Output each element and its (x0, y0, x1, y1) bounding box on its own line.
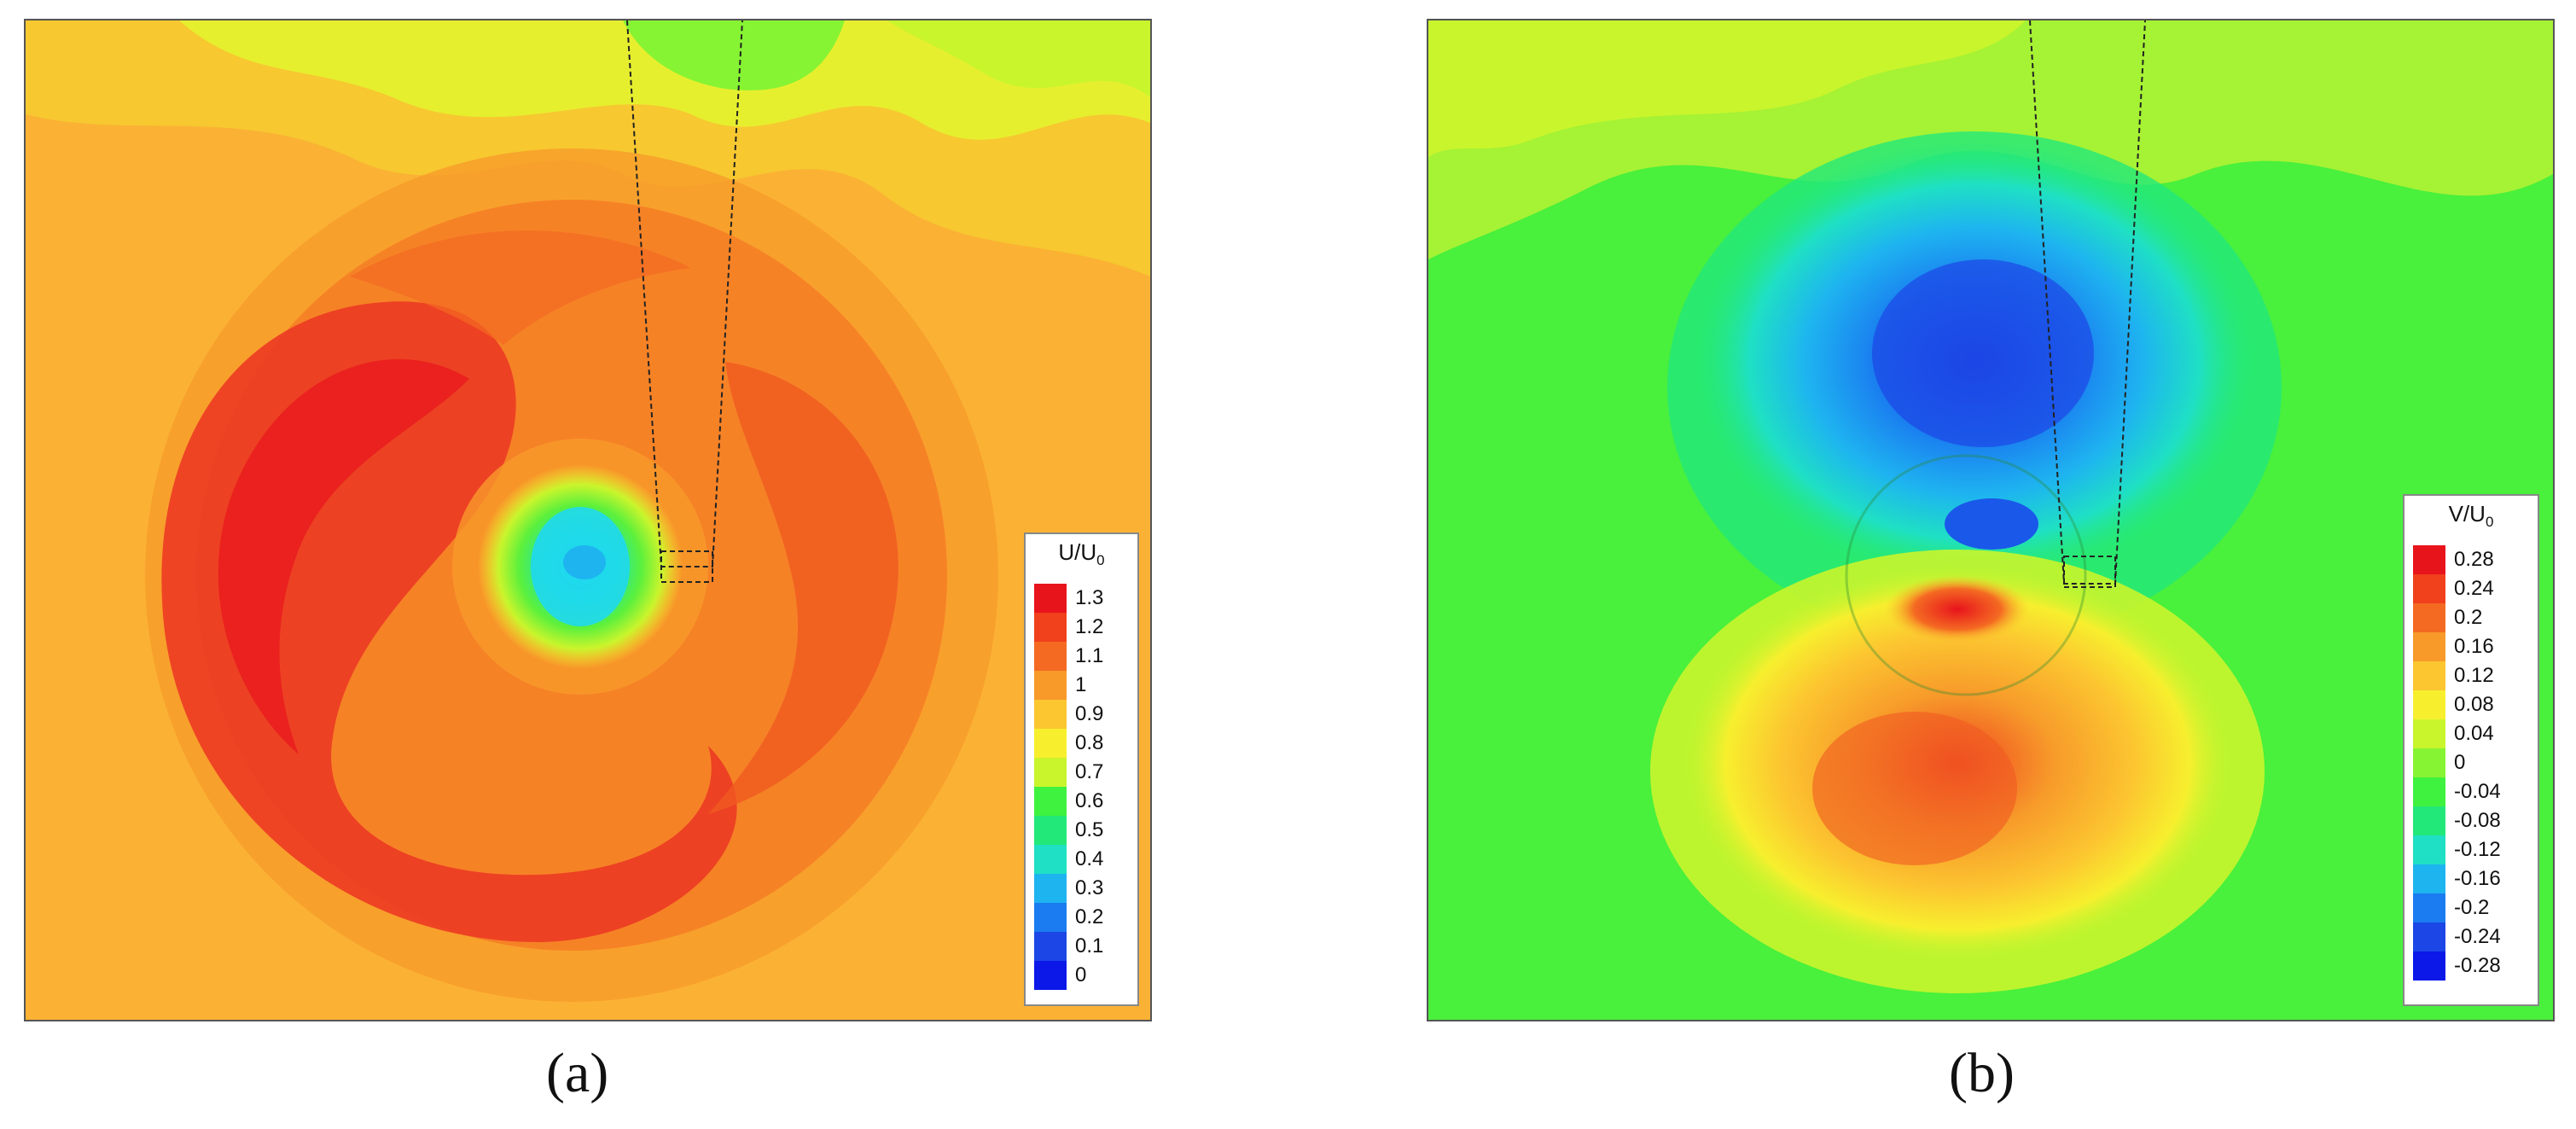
upper-band-lime (1428, 20, 2026, 157)
colorbar-tick-label: 0.7 (1075, 760, 1104, 783)
colorbar-tick-label: -0.08 (2454, 809, 2501, 832)
colorbar-tick-label: 1.1 (1075, 644, 1104, 667)
panel-b-caption: (b) (1949, 1042, 2015, 1104)
colorbar-tick-label: -0.2 (2454, 896, 2490, 919)
tower-outline (626, 20, 743, 567)
u-velocity-field (26, 20, 1150, 1020)
colorbar-tick-label: -0.12 (2454, 838, 2501, 861)
colorbar-tick-label: 0.08 (2454, 693, 2494, 716)
colorbar-title-subscript: 0 (1096, 552, 1105, 569)
colorbar-tick-label: 0.2 (2454, 606, 2483, 629)
colorbar-legend-u: U/U0 1.3 1.2 1.1 1 0.9 0.8 0.7 0.6 0.5 0.4 0.3 0.2 0… (1024, 532, 1139, 1006)
colorbar-tick-label: 1.3 (1075, 586, 1104, 609)
colorbar-legend-v: V/U0 0.28 0.24 0.2 0.16 0.12 0.08 0.04 0 -0.04 -0… (2403, 494, 2539, 1006)
colorbar-segment (1034, 613, 1067, 642)
contour-plot-v-velocity: V/U0 0.28 0.24 0.2 0.16 0.12 0.08 0.04 0 -0.04 -0… (1427, 19, 2555, 1021)
colorbar-v (2413, 545, 2445, 981)
high-velocity-core-left (218, 358, 469, 754)
colorbar-tick-label: 0.12 (2454, 664, 2494, 687)
colorbar-segment (2413, 603, 2445, 632)
colorbar-tick-label: 0.3 (1075, 876, 1104, 899)
hub-negative-spot (1945, 498, 2038, 550)
colorbar-segment (1034, 642, 1067, 671)
colorbar-tick-label: 0.04 (2454, 722, 2494, 745)
hub-ring (1845, 454, 2087, 696)
colorbar-segment (1034, 932, 1067, 961)
colorbar-segment (2413, 632, 2445, 661)
colorbar-segment (1034, 729, 1067, 758)
colorbar-tick-label: 0.8 (1075, 731, 1104, 754)
colorbar-segment (2413, 748, 2445, 777)
colorbar-tick-label: 0.1 (1075, 934, 1104, 957)
colorbar-segment (2413, 952, 2445, 981)
hub-min-spot (563, 545, 606, 579)
colorbar-segment (1034, 816, 1067, 845)
colorbar-tick-label: 0.24 (2454, 577, 2494, 600)
colorbar-tick-label: -0.24 (2454, 925, 2501, 948)
colorbar-segment (1034, 584, 1067, 613)
colorbar-title-main: V/U (2448, 501, 2486, 527)
negative-lobe-core (1872, 259, 2094, 447)
colorbar-segment (2413, 922, 2445, 952)
colorbar-segment (2413, 806, 2445, 835)
upper-arm (350, 230, 691, 345)
colorbar-segment (1034, 874, 1067, 903)
colorbar-tick-label: 0.9 (1075, 702, 1104, 725)
colorbar-segment (2413, 835, 2445, 864)
colorbar-segment (1034, 903, 1067, 932)
colorbar-tick-label: 0.28 (2454, 548, 2494, 571)
nacelle-outline (660, 550, 713, 583)
upper-band-yellow (179, 20, 1150, 140)
v-velocity-field (1428, 20, 2553, 1020)
colorbar-segment (1034, 845, 1067, 874)
colorbar-tick-label: 0.6 (1075, 789, 1104, 812)
panel-a-caption: (a) (546, 1042, 609, 1104)
positive-lobe-core (1812, 712, 2017, 865)
colorbar-tick-label: 1 (1075, 673, 1087, 696)
high-velocity-lobe-right (708, 362, 898, 814)
colorbar-title-subscript: 0 (2485, 514, 2494, 531)
colorbar-segment (2413, 574, 2445, 603)
colorbar-segment (2413, 690, 2445, 719)
colorbar-tick-label: -0.28 (2454, 954, 2501, 977)
colorbar-segment (1034, 671, 1067, 700)
nacelle-outline (2063, 556, 2116, 588)
colorbar-segment (1034, 700, 1067, 729)
colorbar-title-main: U/U (1058, 539, 1097, 565)
colorbar-segment (2413, 661, 2445, 690)
colorbar-labels-v: 0.28 0.24 0.2 0.16 0.12 0.08 0.04 0 -0.04 -0.08 -0… (2454, 545, 2534, 981)
tower-outline (2029, 20, 2146, 585)
colorbar-tick-label: 0 (2454, 751, 2466, 774)
colorbar-tick-label: 0.4 (1075, 847, 1104, 870)
hub-positive-spot (1885, 575, 2030, 643)
colorbar-segment (1034, 758, 1067, 787)
colorbar-segment (2413, 777, 2445, 806)
colorbar-title-u: U/U0 (1026, 539, 1137, 569)
colorbar-tick-label: 0.16 (2454, 635, 2494, 658)
colorbar-tick-label: 0.2 (1075, 905, 1104, 928)
colorbar-tick-label: 0.5 (1075, 818, 1104, 841)
colorbar-segment (2413, 893, 2445, 922)
colorbar-segment (1034, 787, 1067, 816)
colorbar-title-v: V/U0 (2404, 501, 2538, 531)
colorbar-labels-u: 1.3 1.2 1.1 1 0.9 0.8 0.7 0.6 0.5 0.4 0.3 0.2 0.1 0 (1075, 584, 1134, 990)
colorbar-tick-label: -0.04 (2454, 780, 2501, 803)
contour-plot-u-velocity: U/U0 1.3 1.2 1.1 1 0.9 0.8 0.7 0.6 0.5 0.4 0.3 0.2 0… (24, 19, 1152, 1021)
colorbar-u (1034, 584, 1067, 990)
colorbar-segment (1034, 961, 1067, 990)
upper-band-lime (887, 20, 1150, 97)
upper-band-green (623, 20, 845, 90)
colorbar-tick-label: -0.16 (2454, 867, 2501, 890)
colorbar-segment (2413, 719, 2445, 748)
colorbar-segment (2413, 864, 2445, 893)
colorbar-tick-label: 0 (1075, 963, 1087, 986)
colorbar-segment (2413, 545, 2445, 574)
colorbar-tick-label: 1.2 (1075, 615, 1104, 638)
